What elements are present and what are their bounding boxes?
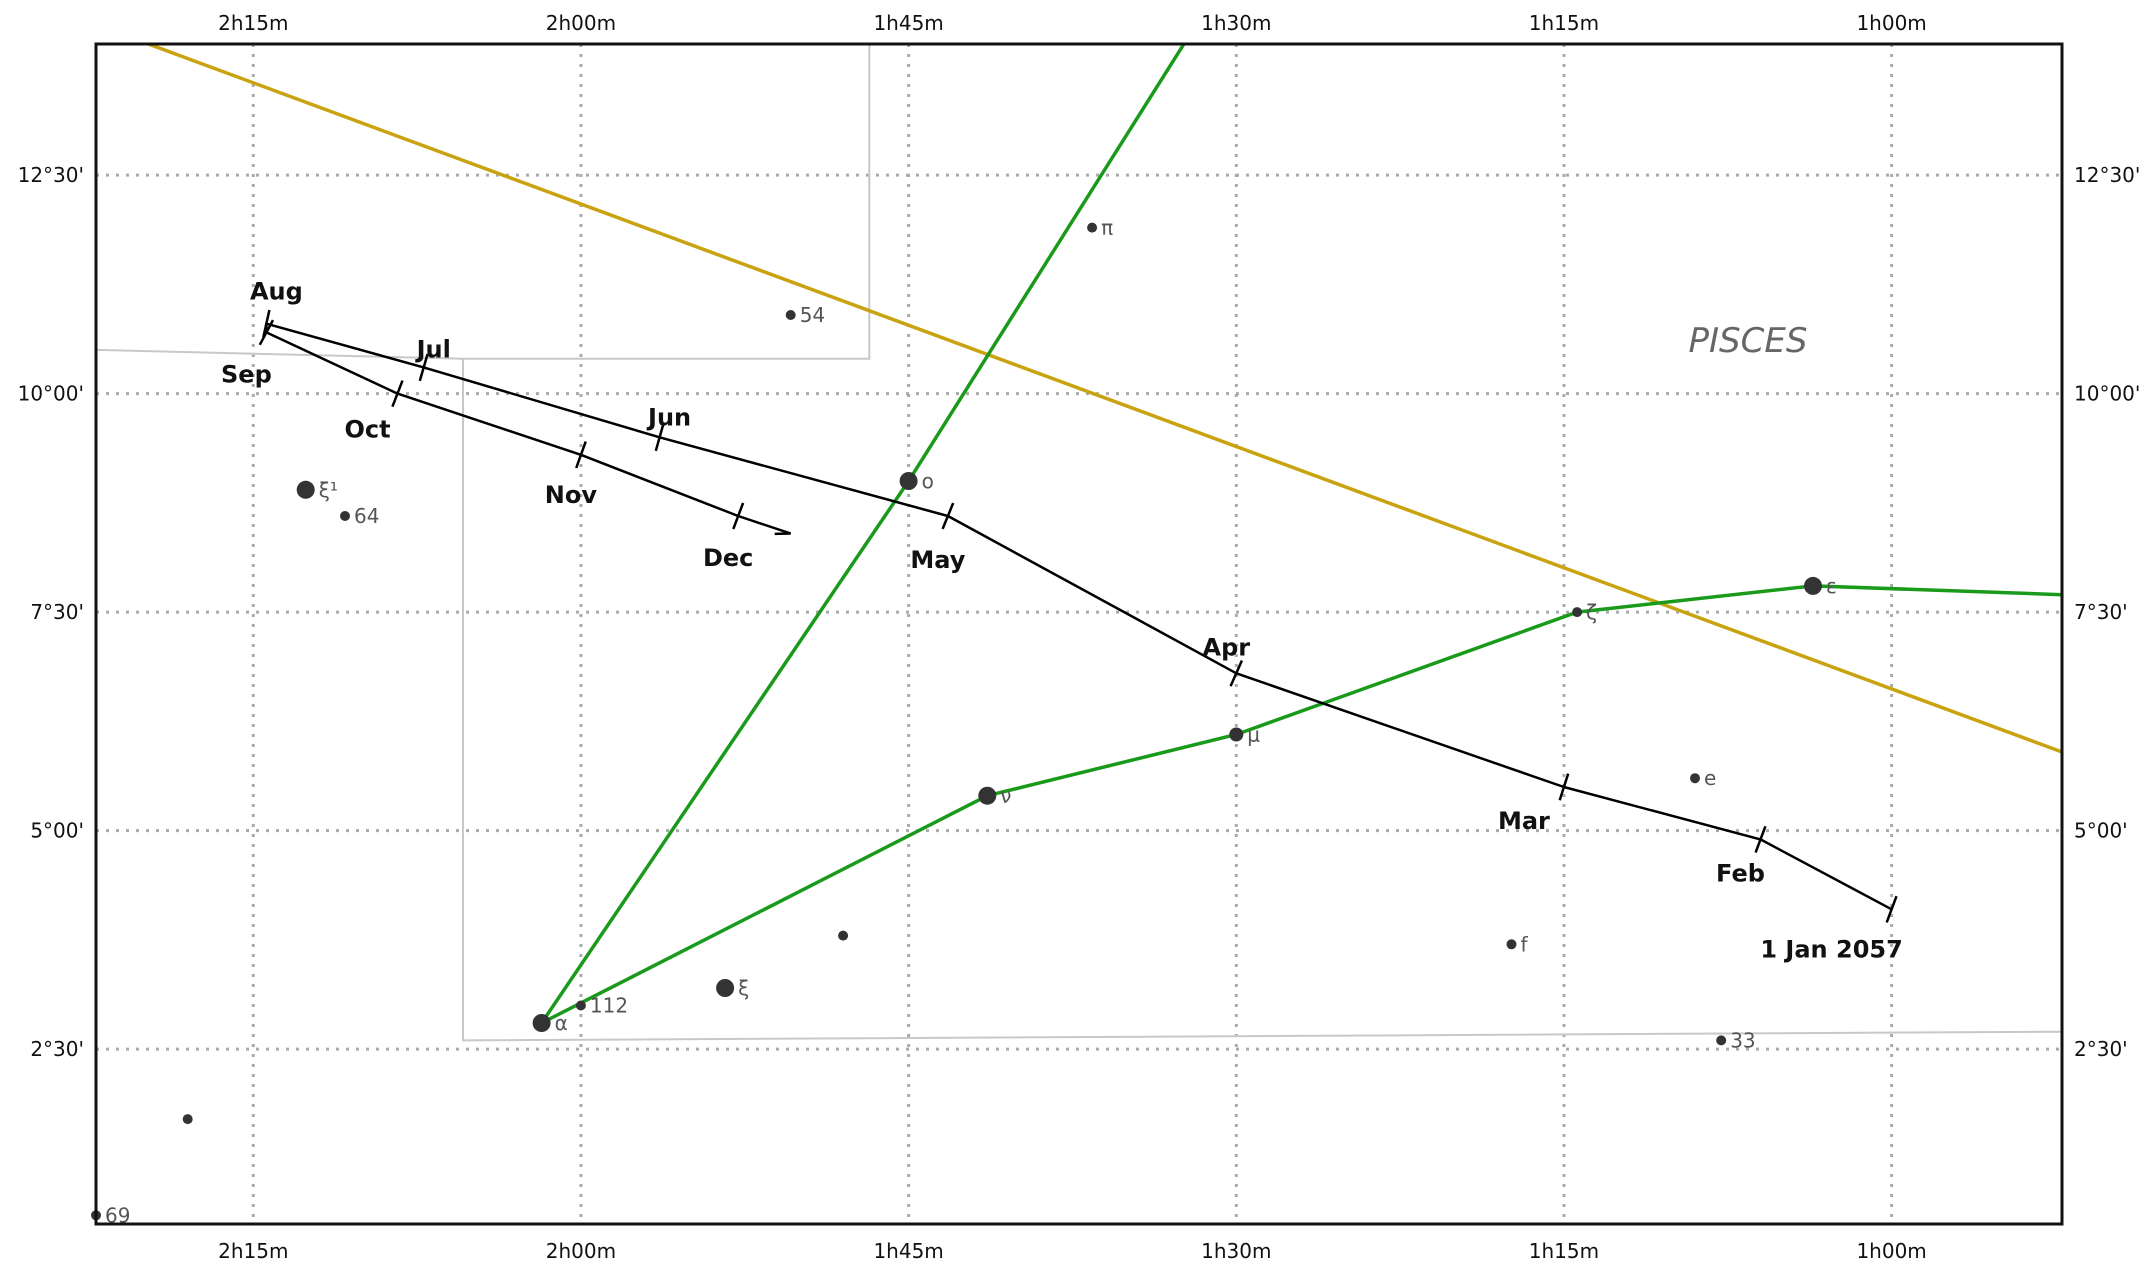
- path-tick-label: 1 Jan 2057: [1760, 935, 1902, 963]
- star-dot: [296, 480, 315, 499]
- path-tick: [941, 502, 955, 530]
- constellation-label: PISCES: [1689, 321, 1808, 361]
- grid: [96, 44, 2062, 1224]
- star-dot: [1690, 773, 1700, 784]
- path-tick: [1558, 773, 1570, 801]
- ra-tick-label-top: 1h30m: [1201, 11, 1271, 35]
- star-dot: [1572, 607, 1583, 618]
- path-tick: [575, 441, 587, 469]
- star-label: e: [1704, 766, 1716, 790]
- ra-tick-label-bottom: 2h00m: [546, 1239, 616, 1263]
- path-tick: [732, 502, 745, 530]
- ecliptic: [147, 44, 2062, 754]
- dec-tick-label-right: 2°30': [2074, 1037, 2128, 1061]
- constellation-line: [540, 584, 2062, 1025]
- star-dot: [532, 1014, 551, 1032]
- star-label: 64: [354, 504, 379, 528]
- path-tick-label: Feb: [1716, 859, 1765, 887]
- dec-tick-label-right: 12°30': [2074, 163, 2140, 187]
- ra-tick-label-bottom: 1h00m: [1856, 1239, 1926, 1263]
- star-dot: [1229, 727, 1244, 742]
- path-tick: [1885, 895, 1898, 923]
- star-label: α: [555, 1011, 568, 1035]
- path-tick-label: Aug: [250, 278, 303, 306]
- dec-tick-label-right: 7°30': [2074, 600, 2128, 624]
- object-path: [258, 309, 1898, 923]
- constellation-boundary: [462, 358, 2062, 1042]
- star-dot: [716, 979, 735, 997]
- star-dot: [1804, 576, 1822, 595]
- path-tick-label: Jun: [646, 403, 691, 431]
- path-tick-label: Sep: [221, 360, 272, 388]
- stars: 1 Jan 2057 Feb Mar Apr May Jun Jul Aug Sep Oct Nov…: [91, 216, 1903, 1227]
- path-tick-label: Nov: [545, 481, 598, 509]
- star-label: ζ: [1586, 600, 1597, 624]
- ra-tick-label-top: 2h00m: [546, 11, 616, 35]
- path-tick-label: Jul: [415, 335, 451, 363]
- dec-tick-label-left: 2°30': [30, 1037, 84, 1061]
- dec-tick-label-left: 5°00': [30, 819, 84, 843]
- path-tick: [1754, 825, 1767, 853]
- ra-tick-label-top: 1h45m: [873, 11, 943, 35]
- path-tick: [391, 380, 404, 408]
- ra-tick-label-top: 1h15m: [1529, 11, 1599, 35]
- path-tick: [258, 319, 275, 346]
- constellation-boundary: [96, 44, 871, 360]
- path-tick: [654, 423, 665, 452]
- path-tick-label: Mar: [1498, 807, 1550, 835]
- star-label: π: [1101, 216, 1113, 240]
- star-dot: [575, 1000, 586, 1011]
- dec-tick-label-left: 12°30': [18, 163, 84, 187]
- path-tick: [418, 353, 429, 382]
- path-tick-label: May: [910, 546, 965, 574]
- dec-tick-label-right: 10°00': [2074, 382, 2140, 406]
- path-tick: [1229, 659, 1244, 687]
- dec-tick-label-left: 7°30': [30, 600, 84, 624]
- star-label: ξ¹: [319, 478, 338, 502]
- star-dot: [1506, 939, 1517, 950]
- star-label: 54: [800, 303, 825, 327]
- plot-frame: [94, 42, 2064, 1226]
- star-dot: [899, 472, 918, 490]
- star-dot: [785, 310, 796, 320]
- star-dot: [978, 786, 997, 805]
- star-dot: [182, 1114, 193, 1125]
- ra-tick-label-bottom: 2h15m: [218, 1239, 288, 1263]
- ecliptic-line: [147, 44, 2062, 754]
- star-label: ν: [1000, 784, 1011, 808]
- star-dot: [1087, 222, 1098, 233]
- ra-tick-label-top: 2h15m: [218, 11, 288, 35]
- star-label: ο: [922, 469, 934, 493]
- star-label: ε: [1826, 574, 1837, 598]
- path-tick-label: Oct: [344, 416, 390, 444]
- ra-tick-label-top: 1h00m: [1856, 11, 1926, 35]
- star-label: 33: [1730, 1028, 1755, 1052]
- ra-tick-label-bottom: 1h15m: [1529, 1239, 1599, 1263]
- axes: 2h15m 2h15m 2h00m 2h00m 1h45m 1h45m 1h30m 1h30m…: [18, 11, 2141, 1263]
- star-label: μ: [1247, 723, 1260, 747]
- path-tick-label: Apr: [1203, 633, 1251, 661]
- star-label: ξ: [738, 976, 749, 1000]
- star-label: f: [1521, 932, 1529, 956]
- star-dot: [838, 930, 849, 941]
- dec-tick-label-left: 10°00': [18, 382, 84, 406]
- path-tick: [262, 309, 271, 338]
- star-dot: [340, 511, 350, 521]
- star-label: 112: [590, 994, 628, 1018]
- dec-tick-label-right: 5°00': [2074, 819, 2128, 843]
- ra-tick-label-bottom: 1h30m: [1201, 1239, 1271, 1263]
- path-tick-label: Dec: [703, 544, 753, 572]
- constellation-boundaries: [96, 44, 2062, 1042]
- ra-tick-label-bottom: 1h45m: [873, 1239, 943, 1263]
- star-dot: [1716, 1035, 1727, 1046]
